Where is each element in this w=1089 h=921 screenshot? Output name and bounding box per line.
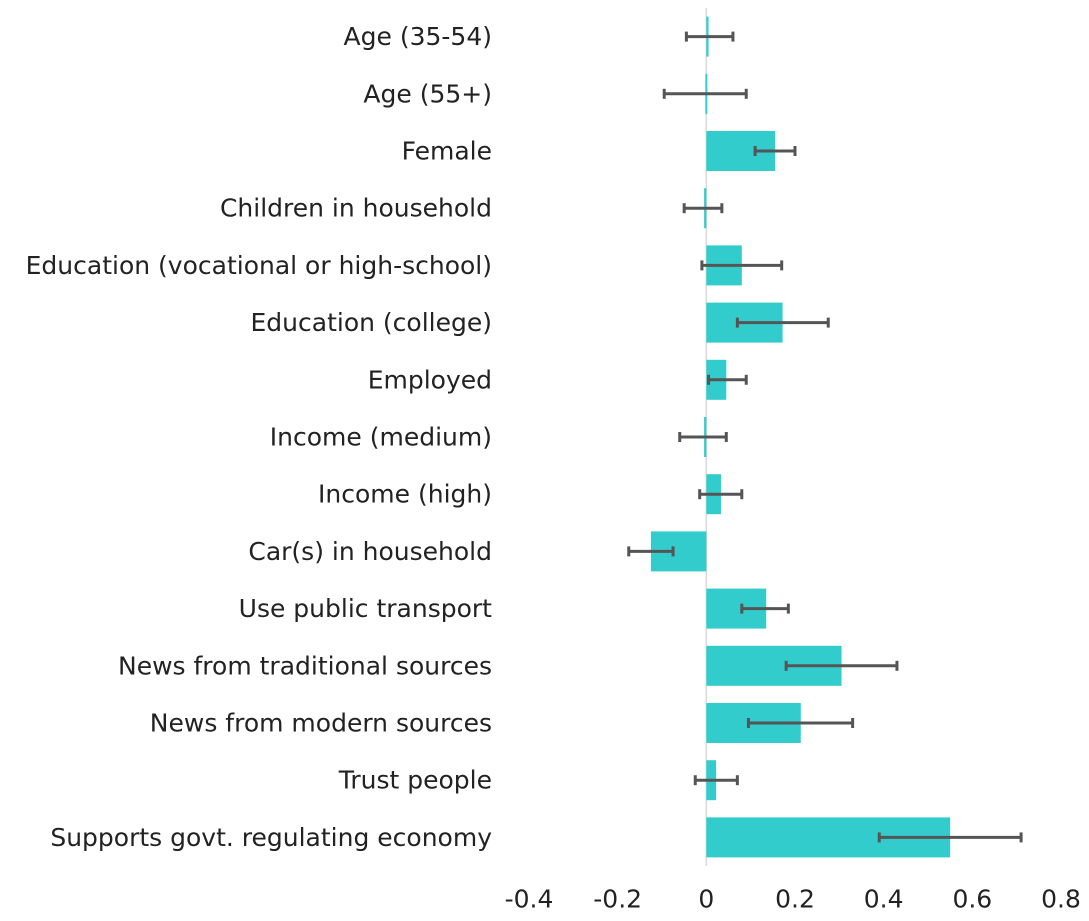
category-label-14: Supports govt. regulating economy: [50, 823, 492, 852]
x-tick-label-3: 0.2: [775, 885, 815, 914]
category-labels: Age (35-54) Age (55+) Female Children in ho…: [26, 22, 493, 852]
error-bar-0: [684, 31, 735, 42]
x-tick-label-1: -0.2: [593, 885, 642, 914]
x-tick-label-0: -0.4: [505, 885, 554, 914]
category-label-0: Age (35-54): [344, 22, 492, 51]
x-tick-label-2: 0: [698, 885, 714, 914]
error-bar-13: [693, 775, 739, 786]
error-bar-2: [753, 146, 797, 156]
error-bars-layer: [627, 31, 1023, 843]
x-tick-label-5: 0.6: [952, 885, 992, 914]
category-label-8: Income (high): [318, 480, 492, 509]
category-label-11: News from traditional sources: [118, 651, 492, 680]
category-label-5: Education (college): [251, 308, 492, 337]
error-bar-4: [700, 260, 784, 271]
category-label-13: Trust people: [338, 766, 492, 795]
category-label-4: Education (vocational or high-school): [26, 251, 492, 280]
error-bar-6: [707, 374, 748, 385]
x-tick-label-4: 0.4: [864, 885, 904, 914]
error-bar-1: [662, 88, 748, 99]
category-label-9: Car(s) in household: [248, 537, 492, 566]
error-bar-7: [678, 432, 728, 442]
category-label-12: News from modern sources: [150, 709, 492, 738]
error-bar-8: [698, 489, 744, 500]
error-bar-12: [746, 718, 855, 728]
error-bar-10: [740, 603, 790, 614]
category-label-10: Use public transport: [239, 594, 493, 623]
category-label-3: Children in household: [220, 194, 492, 223]
x-axis-tick-labels: -0.4 -0.2 0 0.2 0.4 0.6 0.8: [505, 885, 1081, 914]
x-tick-label-6: 0.8: [1041, 885, 1081, 914]
category-label-6: Employed: [368, 365, 492, 394]
error-bar-5: [735, 317, 830, 328]
error-bar-9: [627, 546, 675, 557]
category-label-1: Age (55+): [363, 79, 492, 108]
category-label-2: Female: [402, 137, 492, 166]
error-bar-11: [784, 660, 899, 671]
category-label-7: Income (medium): [270, 423, 492, 452]
error-bar-3: [682, 203, 724, 214]
error-bar-14: [877, 832, 1023, 843]
